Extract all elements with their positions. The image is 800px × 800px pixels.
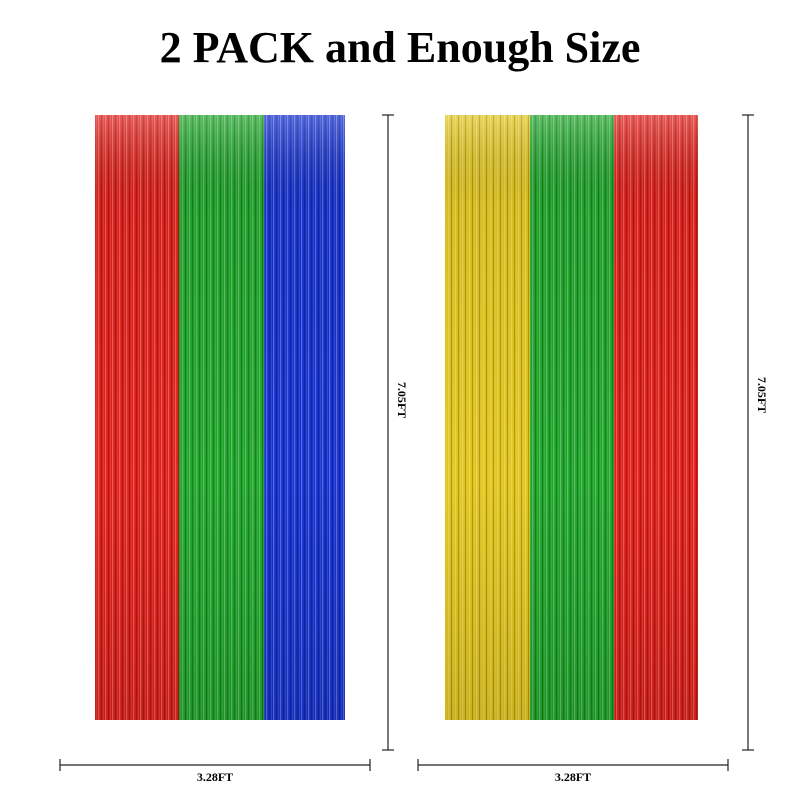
width-label: 3.28FT [555,770,591,784]
curtain-2 [445,115,698,720]
dimension-lines-1 [59,114,394,771]
curtain-1 [95,115,345,720]
width-label: 3.28FT [197,770,233,784]
dimension-lines-2 [417,114,754,771]
height-label: 7.05FT [395,382,409,418]
title: 2 PACK and Enough Size [160,23,641,72]
height-label: 7.05FT [755,377,769,413]
